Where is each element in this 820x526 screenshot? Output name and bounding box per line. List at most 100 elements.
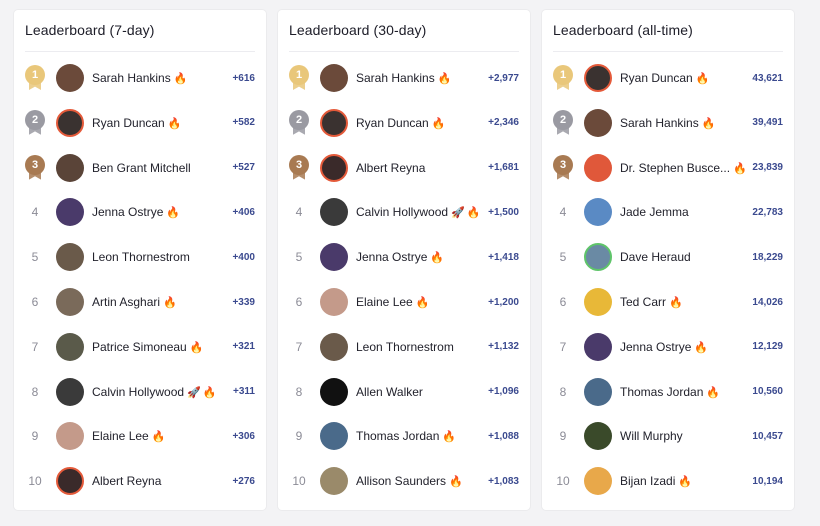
member-name[interactable]: Thomas Jordan [620,384,704,399]
member-name-cell[interactable]: Dave Heraud [620,250,770,264]
avatar[interactable] [320,108,348,137]
member-name[interactable]: Elaine Lee [356,295,413,309]
member-name-cell[interactable]: Jenna Ostrye 🔥 [92,205,242,219]
avatar[interactable] [320,64,348,92]
member-name-cell[interactable]: Leon Thornestrom [92,250,242,264]
member-name-cell[interactable]: Albert Reyna [356,161,506,175]
member-name-cell[interactable]: Jenna Ostrye 🔥 [356,250,506,264]
member-name[interactable]: Jenna Ostrye [356,250,428,265]
leaderboard-row[interactable]: 4 Jade Jemma 22,783 [542,190,794,234]
member-name[interactable]: Will Murphy [620,429,683,444]
leaderboard-row[interactable]: 10 Albert Reyna +276 [14,459,266,503]
avatar[interactable] [320,332,348,361]
avatar[interactable] [56,198,84,227]
leaderboard-row[interactable]: 10 Allison Saunders 🔥 +1,083 [278,459,530,503]
avatar[interactable] [584,332,612,361]
leaderboard-row[interactable]: 8 Calvin Hollywood 🚀 🔥 +311 [14,370,266,414]
leaderboard-row[interactable]: 8 Thomas Jordan 🔥 10,560 [542,370,794,414]
member-name-cell[interactable]: Allen Walker [356,385,506,399]
member-name[interactable]: Allison Saunders [356,474,447,489]
leaderboard-row[interactable]: 7 Jenna Ostrye 🔥 12,129 [542,325,794,369]
member-name-cell[interactable]: Sarah Hankins 🔥 [92,71,242,85]
member-name[interactable]: Ryan Duncan [92,115,165,130]
member-name[interactable]: Jenna Ostrye [620,339,692,354]
leaderboard-row[interactable]: 3 Dr. Stephen Busce... 🔥 23,839 [542,146,794,190]
leaderboard-row[interactable]: 1 Sarah Hankins 🔥 +616 [14,56,266,100]
avatar[interactable] [320,467,348,496]
avatar[interactable] [320,153,348,182]
avatar[interactable] [56,243,84,272]
leaderboard-row[interactable]: 2 Ryan Duncan 🔥 +582 [14,101,266,145]
leaderboard-row[interactable]: 2 Ryan Duncan 🔥 +2,346 [278,101,530,145]
leaderboard-row[interactable]: 5 Leon Thornestrom +400 [14,235,266,279]
member-name[interactable]: Jade Jemma [620,205,689,220]
member-name-cell[interactable]: Sarah Hankins 🔥 [620,116,770,130]
avatar[interactable] [56,332,84,361]
member-name[interactable]: Ben Grant Mitchell [92,160,191,175]
leaderboard-row[interactable]: 9 Thomas Jordan 🔥 +1,088 [278,414,530,458]
member-name-cell[interactable]: Sarah Hankins 🔥 [356,71,506,85]
member-name-cell[interactable]: Artin Asghari 🔥 [92,295,242,309]
member-name[interactable]: Sarah Hankins [356,71,435,85]
member-name-cell[interactable]: Leon Thornestrom [356,340,506,354]
leaderboard-row[interactable]: 10 Bijan Izadi 🔥 10,194 [542,459,794,503]
member-name[interactable]: Patrice Simoneau [92,339,187,354]
member-name-cell[interactable]: Patrice Simoneau 🔥 [92,340,242,354]
member-name[interactable]: Albert Reyna [92,474,162,489]
member-name[interactable]: Jenna Ostrye [92,205,164,220]
avatar[interactable] [320,377,348,406]
avatar[interactable] [584,108,612,137]
leaderboard-row[interactable]: 4 Calvin Hollywood 🚀 🔥 +1,500 [278,190,530,234]
member-name-cell[interactable]: Ryan Duncan 🔥 [620,71,770,85]
leaderboard-row[interactable]: 8 Allen Walker +1,096 [278,370,530,414]
avatar[interactable] [584,243,612,272]
avatar[interactable] [584,422,612,451]
avatar[interactable] [584,153,612,182]
member-name[interactable]: Artin Asghari [92,295,161,309]
member-name[interactable]: Albert Reyna [356,160,426,175]
avatar[interactable] [56,377,84,406]
leaderboard-row[interactable]: 7 Patrice Simoneau 🔥 +321 [14,325,266,369]
leaderboard-row[interactable]: 5 Dave Heraud 18,229 [542,235,794,279]
avatar[interactable] [584,467,612,496]
member-name-cell[interactable]: Ryan Duncan 🔥 [356,116,506,130]
member-name[interactable]: Dr. Stephen Busce... [620,160,731,175]
member-name[interactable]: Elaine Lee [92,429,149,444]
member-name[interactable]: Sarah Hankins [92,71,171,85]
member-name[interactable]: Dave Heraud [620,250,691,265]
member-name-cell[interactable]: Elaine Lee 🔥 [356,295,506,309]
member-name-cell[interactable]: Jenna Ostrye 🔥 [620,340,770,354]
leaderboard-row[interactable]: 1 Sarah Hankins 🔥 +2,977 [278,56,530,100]
avatar[interactable] [320,288,348,316]
avatar[interactable] [320,198,348,227]
leaderboard-row[interactable]: 6 Elaine Lee 🔥 +1,200 [278,280,530,324]
member-name-cell[interactable]: Will Murphy [620,429,770,443]
leaderboard-row[interactable]: 3 Ben Grant Mitchell +527 [14,146,266,190]
avatar[interactable] [56,153,84,182]
member-name-cell[interactable]: Bijan Izadi 🔥 [620,474,770,488]
avatar[interactable] [56,64,84,92]
leaderboard-row[interactable]: 9 Elaine Lee 🔥 +306 [14,414,266,458]
member-name-cell[interactable]: Albert Reyna [92,474,242,488]
leaderboard-row[interactable]: 6 Artin Asghari 🔥 +339 [14,280,266,324]
member-name-cell[interactable]: Thomas Jordan 🔥 [356,429,506,443]
leaderboard-row[interactable]: 7 Leon Thornestrom +1,132 [278,325,530,369]
member-name-cell[interactable]: Jade Jemma [620,205,770,219]
leaderboard-row[interactable]: 6 Ted Carr 🔥 14,026 [542,280,794,324]
leaderboard-row[interactable]: 1 Ryan Duncan 🔥 43,621 [542,56,794,100]
member-name[interactable]: Thomas Jordan [356,429,440,444]
member-name-cell[interactable]: Elaine Lee 🔥 [92,429,242,443]
leaderboard-row[interactable]: 9 Will Murphy 10,457 [542,414,794,458]
leaderboard-row[interactable]: 2 Sarah Hankins 🔥 39,491 [542,101,794,145]
member-name[interactable]: Allen Walker [356,384,423,399]
member-name[interactable]: Sarah Hankins [620,115,699,130]
avatar[interactable] [584,377,612,406]
member-name-cell[interactable]: Calvin Hollywood 🚀 🔥 [92,385,242,399]
member-name-cell[interactable]: Allison Saunders 🔥 [356,474,506,488]
member-name[interactable]: Leon Thornestrom [356,339,454,354]
member-name[interactable]: Leon Thornestrom [92,250,190,265]
member-name-cell[interactable]: Thomas Jordan 🔥 [620,385,770,399]
member-name[interactable]: Bijan Izadi [620,474,676,489]
member-name[interactable]: Ryan Duncan [356,115,429,130]
member-name[interactable]: Calvin Hollywood [356,205,449,220]
